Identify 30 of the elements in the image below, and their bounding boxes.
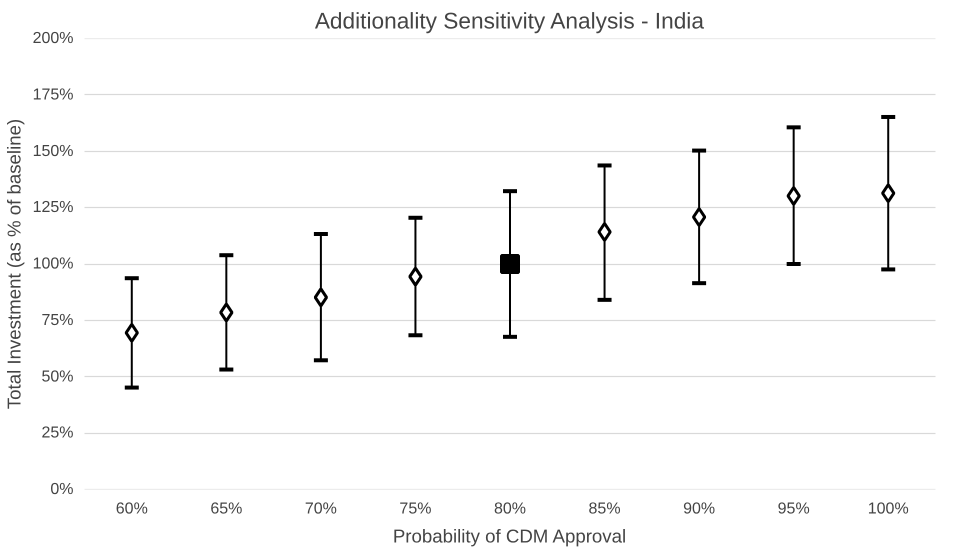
y-tick-label: 200%	[32, 30, 74, 47]
y-tick-label: 25%	[41, 424, 74, 442]
point	[500, 254, 520, 274]
x-axis-title: Probability of CDM Approval	[392, 526, 626, 546]
y-tick-label: 0%	[50, 481, 74, 498]
x-tick-label: 60%	[116, 500, 148, 518]
x-tick-label: 85%	[588, 500, 621, 518]
point	[408, 266, 423, 287]
x-tick-label: 95%	[778, 500, 810, 518]
y-tick-label: 125%	[32, 199, 74, 216]
y-tick-label: 175%	[32, 86, 74, 104]
x-tick-label: 100%	[868, 500, 909, 518]
y-tick-label: 100%	[32, 256, 74, 272]
point	[124, 322, 139, 343]
point	[314, 287, 328, 308]
point	[881, 183, 896, 204]
x-tick-label: 80%	[494, 500, 526, 518]
point	[219, 302, 234, 322]
chart-title: Additionality Sensitivity Analysis - India	[314, 8, 704, 34]
x-tick-label: 90%	[683, 500, 716, 518]
y-tick-label: 75%	[41, 312, 74, 329]
x-tick-label: 65%	[210, 500, 242, 518]
x-tick-label: 75%	[399, 500, 432, 518]
x-tick-label: 70%	[304, 500, 337, 518]
y-tick-label: 50%	[41, 368, 74, 386]
point	[597, 222, 612, 242]
point	[692, 207, 706, 228]
point	[786, 186, 801, 206]
y-tick-label: 150%	[32, 142, 74, 160]
y-axis-title: Total Investment (as % of baseline)	[4, 118, 25, 410]
